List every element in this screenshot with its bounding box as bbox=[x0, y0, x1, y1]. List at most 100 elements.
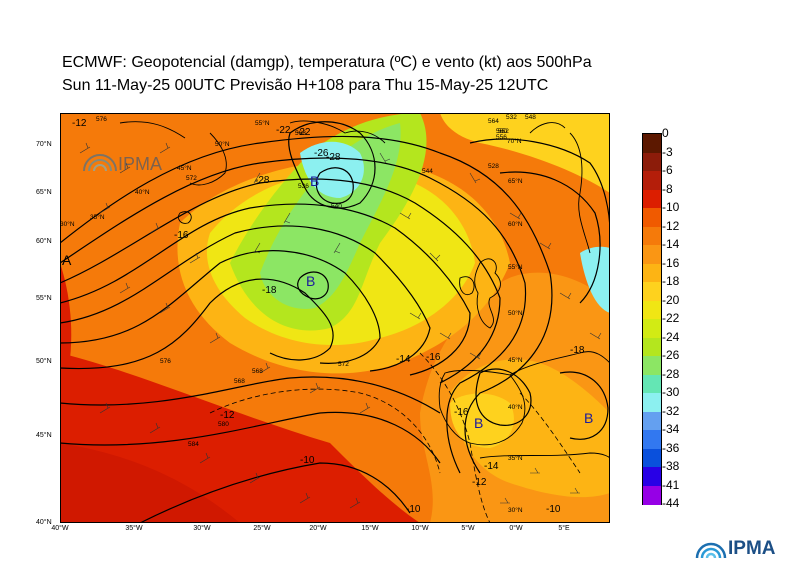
svg-text:-16: -16 bbox=[426, 352, 441, 363]
low-label-b2: B bbox=[306, 273, 315, 289]
legend-value: -18 bbox=[662, 274, 680, 288]
lon-label: 10°W bbox=[411, 525, 429, 532]
low-label-b4: B bbox=[584, 410, 593, 426]
legend-swatch bbox=[643, 430, 661, 449]
legend-swatch bbox=[643, 152, 661, 172]
svg-text:532: 532 bbox=[506, 114, 517, 121]
svg-text:40°N: 40°N bbox=[508, 403, 523, 411]
svg-text:55°N: 55°N bbox=[508, 263, 523, 271]
svg-text:-22: -22 bbox=[276, 125, 291, 136]
legend-value: -14 bbox=[662, 237, 680, 251]
legend-swatch bbox=[643, 134, 661, 153]
lat-label: 40°N bbox=[36, 519, 52, 526]
svg-text:40°N: 40°N bbox=[135, 188, 150, 196]
pressure-centres: A B B B B bbox=[62, 173, 593, 431]
lon-label: 20°W bbox=[309, 525, 327, 532]
temp-field-east-cold bbox=[580, 246, 610, 313]
lat-label: 70°N bbox=[36, 141, 52, 148]
legend-value: -41 bbox=[662, 477, 680, 492]
legend-value: -16 bbox=[662, 255, 680, 270]
legend-value: -3 bbox=[662, 144, 673, 159]
legend-swatch bbox=[643, 356, 661, 375]
temp-field-south-deep bbox=[60, 443, 240, 523]
legend-value: -38 bbox=[662, 459, 680, 473]
svg-text:584: 584 bbox=[188, 441, 199, 448]
svg-text:-14: -14 bbox=[484, 461, 499, 472]
legend-swatch bbox=[643, 337, 661, 357]
svg-text:35°N: 35°N bbox=[90, 213, 105, 221]
inner-lat-labels: 55°N 50°N 45°N 40°N 35°N 30°N 70°N 65°N … bbox=[60, 119, 523, 514]
svg-text:-22: -22 bbox=[296, 127, 311, 138]
svg-text:60°N: 60°N bbox=[508, 220, 523, 228]
lon-label: 5°W bbox=[461, 525, 475, 532]
high-label-a: A bbox=[62, 252, 72, 268]
ipma-logo: IPMA bbox=[728, 538, 776, 559]
svg-text:-28: -28 bbox=[326, 152, 341, 163]
svg-text:568: 568 bbox=[252, 368, 263, 375]
coastlines bbox=[119, 120, 610, 459]
svg-text:528: 528 bbox=[488, 163, 499, 170]
temperature-legend bbox=[642, 133, 662, 505]
svg-text:564: 564 bbox=[488, 118, 499, 125]
svg-text:-12: -12 bbox=[220, 410, 235, 421]
svg-text:576: 576 bbox=[96, 116, 107, 123]
legend-swatch bbox=[643, 411, 661, 431]
svg-text:-18: -18 bbox=[570, 345, 585, 356]
svg-text:45°N: 45°N bbox=[177, 164, 192, 172]
svg-text:580: 580 bbox=[218, 421, 229, 428]
svg-text:-18: -18 bbox=[262, 285, 277, 296]
svg-text:544: 544 bbox=[422, 168, 433, 175]
legend-swatch bbox=[643, 282, 661, 301]
low-label-b1: B bbox=[310, 173, 319, 189]
svg-text:568: 568 bbox=[234, 378, 245, 385]
svg-text:55°N: 55°N bbox=[255, 119, 270, 127]
svg-text:-14: -14 bbox=[396, 354, 411, 365]
map-frame bbox=[60, 113, 610, 523]
legend-value: -12 bbox=[662, 218, 680, 233]
low-label-b3: B bbox=[474, 415, 483, 431]
legend-value: -28 bbox=[662, 366, 680, 381]
legend-value: -32 bbox=[662, 403, 680, 418]
svg-text:65°N: 65°N bbox=[508, 177, 523, 185]
lon-label: 40°W bbox=[51, 525, 69, 532]
legend-swatch bbox=[643, 189, 661, 209]
svg-text:-26: -26 bbox=[314, 148, 329, 159]
lat-label: 55°N bbox=[36, 295, 52, 302]
svg-text:50°N: 50°N bbox=[508, 309, 523, 317]
temp-field-north bbox=[440, 113, 610, 193]
svg-text:-28: -28 bbox=[255, 175, 270, 186]
map-title: ECMWF: Geopotencial (damgp), temperatura… bbox=[62, 54, 592, 71]
temp-field-iberia bbox=[450, 393, 514, 448]
legend-value: -26 bbox=[662, 348, 680, 362]
temp-field-east-yellow bbox=[450, 359, 610, 498]
svg-text:572: 572 bbox=[186, 175, 197, 182]
legend-value: -34 bbox=[662, 422, 680, 436]
lat-label: 45°N bbox=[36, 432, 52, 439]
svg-text:50°N: 50°N bbox=[215, 140, 230, 148]
svg-text:548: 548 bbox=[525, 114, 536, 121]
lon-label: 0°W bbox=[509, 525, 523, 532]
legend-swatch bbox=[643, 263, 661, 283]
lon-label: 35°W bbox=[125, 525, 143, 532]
legend-swatch bbox=[643, 245, 661, 264]
legend-value: -20 bbox=[662, 292, 680, 307]
legend-value: -22 bbox=[662, 311, 680, 325]
temp-field-trough-inner bbox=[260, 123, 401, 309]
legend-swatch bbox=[643, 300, 661, 320]
lon-label: 30°W bbox=[193, 525, 211, 532]
svg-text:-12: -12 bbox=[72, 118, 87, 129]
svg-text:552: 552 bbox=[498, 128, 509, 135]
svg-text:572: 572 bbox=[338, 361, 349, 368]
svg-text:70°N: 70°N bbox=[507, 137, 522, 145]
legend-swatch bbox=[643, 208, 661, 227]
svg-text:540: 540 bbox=[331, 203, 342, 210]
svg-text:-12: -12 bbox=[472, 477, 487, 488]
ipma-logo-icon bbox=[695, 542, 727, 559]
svg-text:35°N: 35°N bbox=[508, 454, 523, 462]
geopotential-contours bbox=[60, 121, 610, 523]
svg-text:30°N: 30°N bbox=[508, 506, 523, 514]
legend-value: -8 bbox=[662, 181, 673, 196]
lat-label: 65°N bbox=[36, 189, 52, 196]
svg-text:-10: -10 bbox=[300, 455, 315, 466]
legend-value: -24 bbox=[662, 329, 680, 344]
